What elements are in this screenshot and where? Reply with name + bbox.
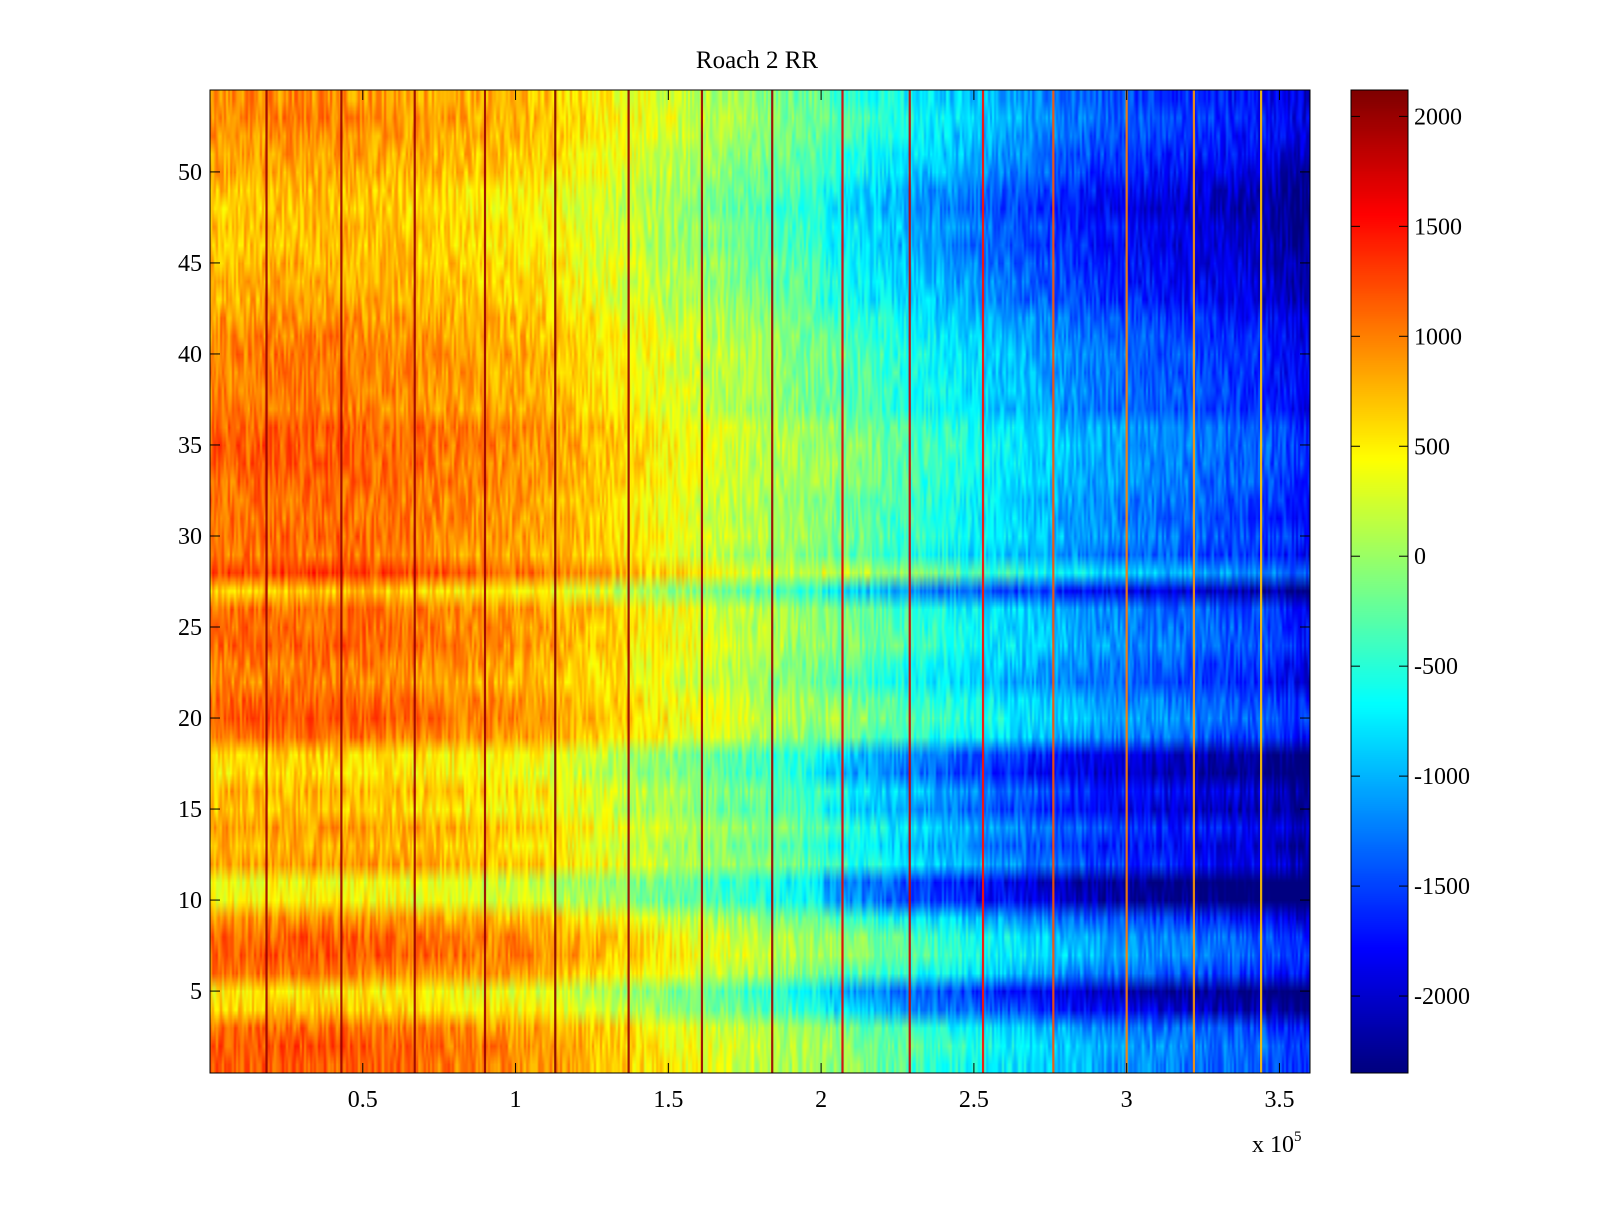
colorbar-tick-label: 1500: [1414, 214, 1462, 240]
colorbar-tick-label: 2000: [1414, 104, 1462, 130]
x-tick-label: 1: [510, 1087, 522, 1113]
y-tick-label: 35: [178, 433, 202, 459]
x-exponent-label: x 105: [1252, 1129, 1302, 1158]
colorbar-ticks: 2000 1500 1000 500 0 -500 -1000 -1500 -2000: [1351, 104, 1470, 1010]
y-tick-label: 5: [190, 979, 202, 1005]
chart-title: Roach 2 RR: [696, 47, 819, 74]
x-tick-label: 2: [815, 1087, 827, 1113]
y-tick-label: 30: [178, 524, 202, 550]
plot-area: 0.5 1 1.5 2 2.5 3 3.5 5 10 15 20 25 30 35 40 45 50 x 10…: [178, 89, 1311, 1158]
colorbar-frame: [1350, 89, 1409, 1074]
y-tick-label: 50: [178, 160, 202, 186]
y-tick-label: 45: [178, 251, 202, 277]
x-axis: 0.5 1 1.5 2 2.5 3 3.5: [348, 90, 1294, 1113]
y-tick-label: 25: [178, 615, 202, 641]
x-tick-label: 1.5: [653, 1087, 683, 1113]
y-tick-label: 10: [178, 888, 202, 914]
y-tick-label: 40: [178, 342, 202, 368]
colorbar-tick-label: -2000: [1414, 984, 1470, 1010]
colorbar-tick-label: -500: [1414, 654, 1458, 680]
y-axis: 5 10 15 20 25 30 35 40 45 50: [178, 160, 1310, 1005]
y-tick-label: 15: [178, 797, 202, 823]
y-tick-label: 20: [178, 706, 202, 732]
colorbar: 2000 1500 1000 500 0 -500 -1000 -1500 -2000: [1350, 89, 1470, 1074]
x-tick-label: 3.5: [1264, 1087, 1294, 1113]
heatmap-vertical-lines: [265, 90, 1263, 1073]
colorbar-tick-label: -1000: [1414, 764, 1470, 790]
colorbar-tick-label: 1000: [1414, 324, 1462, 350]
plot-frame: [209, 89, 1311, 1074]
colorbar-gradient: [1351, 90, 1408, 1073]
x-tick-label: 3: [1121, 1087, 1133, 1113]
colorbar-tick-label: -1500: [1414, 874, 1470, 900]
colorbar-tick-label: 500: [1414, 434, 1450, 460]
x-tick-label: 0.5: [348, 1087, 378, 1113]
heatmap-image: [210, 90, 1310, 1073]
x-tick-label: 2.5: [959, 1087, 989, 1113]
colorbar-tick-label: 0: [1414, 544, 1426, 570]
